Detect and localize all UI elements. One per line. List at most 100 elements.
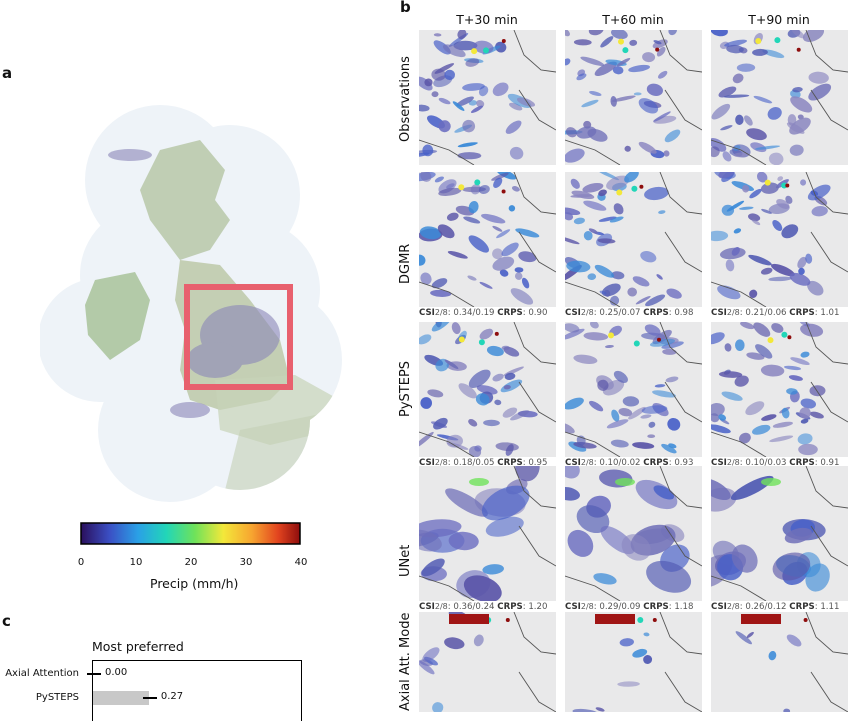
forecast-tile: [711, 466, 848, 601]
preference-chart-frame: [92, 660, 302, 721]
row-title: DGMR: [398, 243, 413, 284]
precip-field: [565, 466, 702, 601]
precip-field: [735, 612, 848, 712]
forecast-tile: [711, 612, 848, 712]
tile-metrics: CSI2/8: 0.26/0.12 CRPS: 1.11: [711, 602, 839, 612]
colorbar-tick: 0: [77, 557, 85, 568]
precip-field: [419, 172, 556, 307]
forecast-tile: [565, 466, 702, 601]
colorbar-tick: 30: [239, 557, 253, 568]
csi-thresholds: 2/8: [580, 458, 594, 467]
precip-field: [711, 30, 848, 165]
tile-metrics: CSI2/8: 0.29/0.09 CRPS: 1.18: [565, 602, 693, 612]
precip-field: [572, 612, 702, 712]
crps-value: : 0.90: [522, 308, 548, 318]
ireland-landmass: [85, 272, 150, 360]
preference-bar: [93, 691, 149, 705]
panel-b-letter: b: [400, 0, 411, 16]
crps-label: CRPS: [497, 458, 523, 468]
csi-label: CSI: [419, 458, 435, 468]
precip-field: [565, 322, 702, 457]
crps-value: : 1.20: [522, 602, 548, 612]
crps-label: CRPS: [497, 602, 523, 612]
forecast-tile: [711, 322, 848, 457]
csi-label: CSI: [711, 602, 727, 612]
precip-field: [711, 172, 848, 307]
crps-value: : 0.91: [814, 458, 840, 468]
tile-metrics: CSI2/8: 0.18/0.05 CRPS: 0.95: [419, 458, 547, 468]
bar-value-label: 0.27: [160, 691, 184, 702]
uk-radar-map: [40, 105, 342, 502]
crps-label: CRPS: [789, 458, 815, 468]
csi-thresholds: 2/8: [580, 602, 594, 611]
crps-label: CRPS: [643, 602, 669, 612]
precip-field: [711, 466, 848, 601]
csi-label: CSI: [565, 458, 581, 468]
forecast-tile: [565, 30, 702, 165]
column-title-t60: T+60 min: [602, 12, 664, 27]
panel-a-letter: a: [2, 64, 13, 82]
colorbar: [80, 522, 301, 545]
crps-value: : 0.98: [668, 308, 694, 318]
precip-field: [419, 612, 556, 712]
forecast-tile: [565, 172, 702, 307]
precip-field: [565, 30, 702, 165]
csi-thresholds: 2/8: [434, 308, 448, 317]
crps-label: CRPS: [643, 308, 669, 318]
colorbar-tick: 40: [294, 557, 308, 568]
csi-thresholds: 2/8: [434, 458, 448, 467]
csi-thresholds: 2/8: [726, 458, 740, 467]
tile-metrics: CSI2/8: 0.10/0.03 CRPS: 0.91: [711, 458, 839, 468]
forecast-tile: [419, 466, 556, 601]
precip-field: [565, 172, 702, 307]
colorbar-tick: 10: [129, 557, 143, 568]
crps-label: CRPS: [789, 308, 815, 318]
crps-label: CRPS: [643, 458, 669, 468]
highlight-box: [184, 284, 293, 390]
error-bar: [142, 697, 157, 699]
csi-value: : 0.10/0.03: [739, 458, 787, 468]
colorbar-tick: 20: [184, 557, 198, 568]
forecast-tile: [565, 322, 702, 457]
csi-value: : 0.18/0.05: [447, 458, 495, 468]
precip-field: [419, 466, 556, 601]
error-bar: [87, 673, 101, 675]
crps-value: : 0.95: [522, 458, 548, 468]
bar-value-label: 0.00: [105, 667, 128, 678]
tile-metrics: CSI2/8: 0.36/0.24 CRPS: 1.20: [419, 602, 547, 612]
csi-value: : 0.36/0.24: [447, 602, 495, 612]
precip-field: [711, 322, 848, 457]
csi-label: CSI: [565, 308, 581, 318]
tile-metrics: CSI2/8: 0.25/0.07 CRPS: 0.98: [565, 308, 693, 318]
forecast-tile: [711, 172, 848, 307]
csi-value: : 0.21/0.06: [739, 308, 787, 318]
row-title: PySTEPS: [398, 360, 413, 417]
csi-label: CSI: [419, 308, 435, 318]
crps-label: CRPS: [789, 602, 815, 612]
preference-chart-title: Most preferred: [92, 639, 184, 654]
csi-label: CSI: [419, 602, 435, 612]
csi-value: : 0.26/0.12: [739, 602, 787, 612]
csi-thresholds: 2/8: [726, 308, 740, 317]
forecast-tile: [565, 612, 702, 712]
row-title: UNet: [398, 544, 413, 577]
forecast-tile: [419, 30, 556, 165]
csi-thresholds: 2/8: [434, 602, 448, 611]
radar-coverage: [40, 105, 342, 502]
csi-value: : 0.10/0.02: [593, 458, 641, 468]
forecast-tile: [711, 30, 848, 165]
row-title: Axial Att. Mode: [398, 612, 413, 711]
colorbar-label: Precip (mm/h): [150, 576, 239, 591]
forecast-tile: [419, 322, 556, 457]
csi-label: CSI: [565, 602, 581, 612]
csi-value: : 0.25/0.07: [593, 308, 641, 318]
forecast-tile: [419, 172, 556, 307]
csi-label: CSI: [711, 458, 727, 468]
tile-metrics: CSI2/8: 0.21/0.06 CRPS: 1.01: [711, 308, 839, 318]
bar-category-label: PySTEPS: [35, 692, 79, 703]
csi-value: : 0.34/0.19: [447, 308, 495, 318]
crps-label: CRPS: [497, 308, 523, 318]
csi-value: : 0.29/0.09: [593, 602, 641, 612]
precip-field: [419, 322, 556, 457]
crps-value: : 1.01: [814, 308, 840, 318]
